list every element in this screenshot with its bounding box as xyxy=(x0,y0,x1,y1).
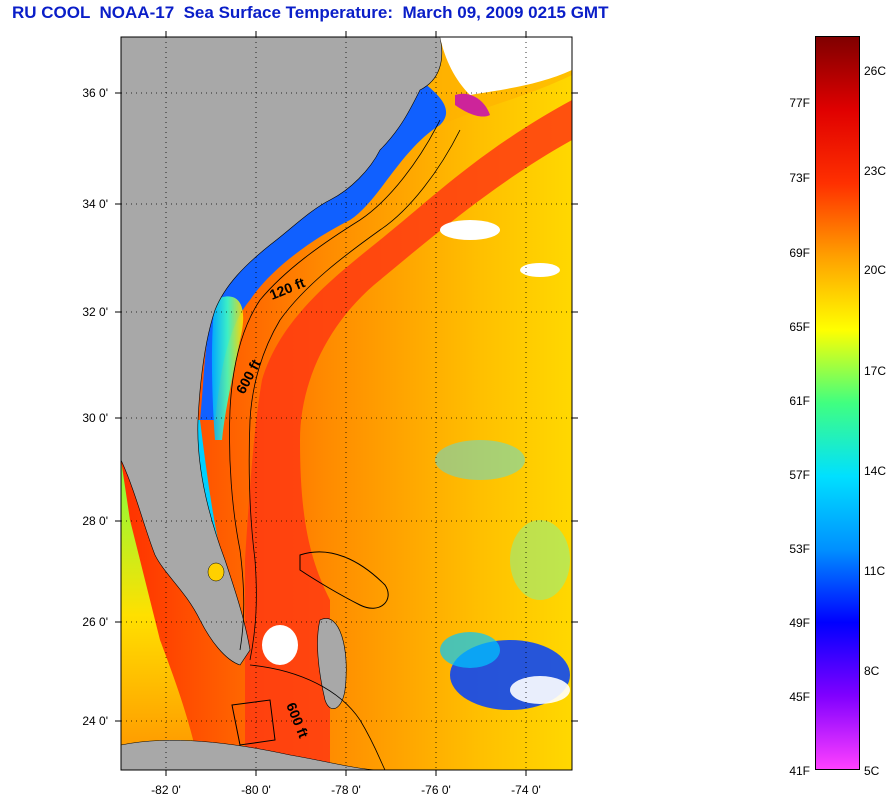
colorbar-f-45: 45F xyxy=(789,690,810,704)
lat-label-30: 30 0' xyxy=(82,411,108,425)
colorbar-f-77: 77F xyxy=(789,96,810,110)
colorbar-c-23: 23C xyxy=(864,164,887,178)
colorbar-c-8: 8C xyxy=(864,664,880,678)
cool-patch-central xyxy=(435,440,525,480)
land-andros xyxy=(317,618,347,709)
land-us-southeast xyxy=(121,37,443,666)
cold-sound-water xyxy=(455,93,490,117)
lat-label-36: 36 0' xyxy=(82,86,108,100)
land-cuba xyxy=(121,740,381,770)
colorbar-c-17: 17C xyxy=(864,364,887,378)
colorbar-f-49: 49F xyxy=(789,616,810,630)
lat-label-34: 34 0' xyxy=(82,197,108,211)
lon-label-78: -78 0' xyxy=(331,783,361,797)
isobath-120ft xyxy=(229,119,441,651)
cloud-patch xyxy=(510,676,570,704)
lat-label-28: 28 0' xyxy=(82,514,108,528)
lon-label-74: -74 0' xyxy=(511,783,541,797)
colorbar-c-26: 26C xyxy=(864,64,887,78)
latitude-ticks xyxy=(115,92,578,722)
colorbar-f-57: 57F xyxy=(789,468,810,482)
isobath-600ft xyxy=(248,129,461,661)
cay-sal-bank xyxy=(231,699,276,746)
lon-label-76: -76 0' xyxy=(421,783,451,797)
colorbar-c-14: 14C xyxy=(864,464,887,478)
page-title: RU COOL NOAA-17 Sea Surface Temperature:… xyxy=(12,3,609,22)
cool-patch-east xyxy=(510,520,570,600)
lat-label-24: 24 0' xyxy=(82,714,108,728)
colorbar-f-69: 69F xyxy=(789,246,810,260)
transition-water xyxy=(211,296,244,440)
colorbar-c-5: 5C xyxy=(864,764,880,778)
colorbar-f-41: 41F xyxy=(789,764,810,778)
lat-label-32: 32 0' xyxy=(82,305,108,319)
temperature-colorbar xyxy=(815,36,860,770)
colorbar-c-11: 11C xyxy=(864,564,886,578)
colorbar-f-53: 53F xyxy=(789,542,810,556)
colorbar-f-65: 65F xyxy=(789,320,810,334)
cloud-cover-north xyxy=(440,37,572,95)
longitude-ticks xyxy=(165,31,527,776)
longitude-gridlines xyxy=(165,37,527,770)
lat-label-26: 26 0' xyxy=(82,615,108,629)
gulf-stream-warm-core xyxy=(245,100,572,770)
cloud-patch xyxy=(440,220,500,240)
lon-label-82: -82 0' xyxy=(151,783,181,797)
gulf-of-mexico-water xyxy=(121,460,200,770)
colorbar-f-61: 61F xyxy=(789,394,810,408)
cloud-patch xyxy=(520,263,560,277)
cool-patch-southeast xyxy=(440,632,500,668)
colorbar-c-20: 20C xyxy=(864,263,887,277)
cloud-patch xyxy=(262,625,298,665)
bahamas-bank-north xyxy=(299,551,389,609)
isobath-600ft-south xyxy=(249,664,386,770)
colorbar-f-73: 73F xyxy=(789,171,810,185)
lon-label-80: -80 0' xyxy=(241,783,271,797)
lake-okeechobee xyxy=(207,562,225,582)
latitude-gridlines xyxy=(121,92,572,722)
cold-shelf-water xyxy=(200,80,447,420)
